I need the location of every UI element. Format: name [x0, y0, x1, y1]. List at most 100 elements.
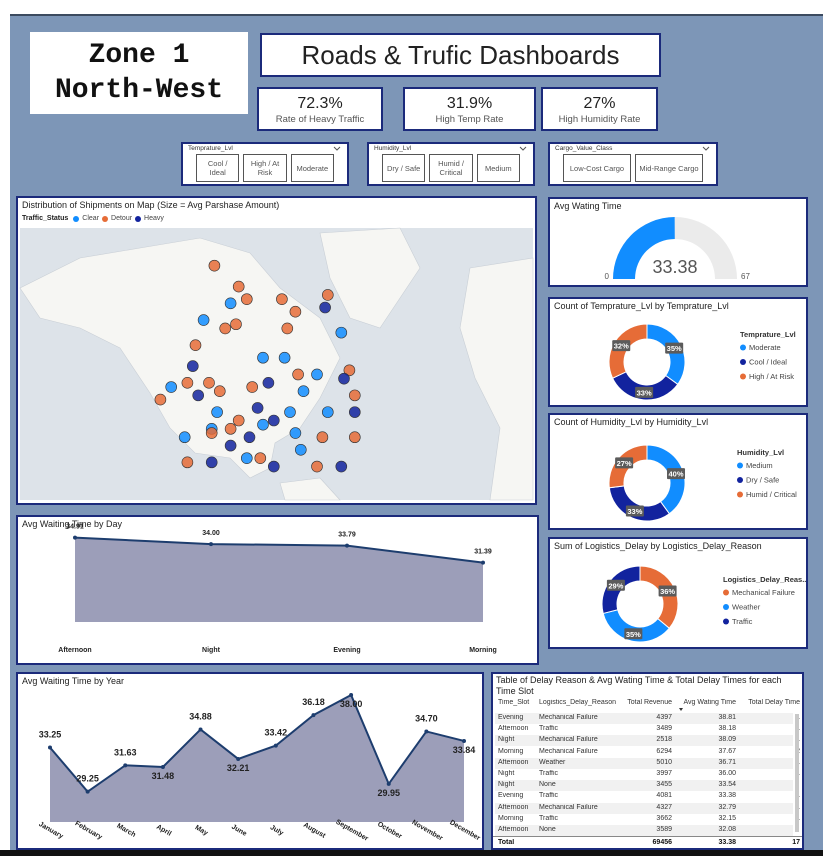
table-cell: 33.38 [718, 792, 736, 800]
legend-dot [740, 359, 746, 365]
map-point [319, 301, 331, 314]
zone-line: North-West [54, 75, 224, 106]
legend-title: Humidity_Lvl [737, 448, 784, 457]
dashboard-title: Roads & Trufic Dashboards [301, 39, 620, 70]
table-cell: 3662 [656, 814, 672, 822]
table-cell: None [539, 826, 556, 833]
slicer-option[interactable]: Low-Cost Cargo [563, 154, 631, 182]
slicer-option[interactable]: Humid / Critical [429, 154, 473, 182]
legend-dot [102, 215, 109, 222]
chart-title: Sum of Logistics_Delay by Logistics_Dela… [554, 541, 762, 551]
slicer-options: Dry / Safe Humid / Critical Medium [382, 154, 520, 182]
point [209, 542, 213, 547]
data-label-box [665, 342, 684, 354]
map-land [459, 257, 534, 501]
x-tick-label: Evening [333, 647, 360, 654]
table-cell: 1 [741, 792, 800, 799]
slicer-option[interactable]: High / At Risk [243, 154, 287, 182]
table-cell: Evening [498, 714, 524, 721]
map-land [19, 237, 341, 479]
slicer-option[interactable]: Moderate [290, 154, 334, 182]
data-label: 31.39 [474, 549, 492, 556]
table-cell: Mechanical Failure [539, 736, 598, 744]
point [236, 756, 241, 761]
legend-label: High / At Risk [749, 372, 794, 381]
table-cell: 4081 [656, 792, 672, 800]
map-point [230, 318, 242, 331]
table-cell: 3997 [656, 770, 672, 777]
legend-dot [740, 344, 746, 351]
chart-panel: 40% 33% 27% Humidity_Lvl Medium Dry / Safe Hum… [548, 413, 808, 530]
point [311, 713, 316, 718]
map-point [257, 351, 269, 364]
point [386, 781, 391, 786]
table-cell: 3589 [656, 826, 672, 833]
map-point [348, 389, 361, 402]
chevron [702, 146, 710, 151]
chart-panel: 35% 33% 32% Temprature_Lvl Moderate Cool / Id… [548, 297, 808, 407]
table-cell: Mechanical Failure [539, 747, 598, 755]
gauge-value-arc [613, 217, 675, 279]
map-point [289, 427, 302, 439]
map-point [343, 364, 356, 377]
slicer-option[interactable]: Dry / Safe [382, 154, 426, 182]
slicer-option[interactable]: Mid-Range Cargo [635, 154, 703, 182]
map-point [311, 368, 323, 381]
map-point [211, 406, 223, 418]
map-point [241, 452, 253, 464]
table-cell: 38.18 [718, 725, 736, 733]
data-label: 31.48 [152, 771, 175, 781]
point [160, 765, 165, 770]
table-cell: 36.00 [718, 770, 736, 777]
kpi-value: 27% [583, 94, 616, 112]
slicer-chevron [519, 146, 527, 151]
map-point [338, 372, 350, 385]
chart-panel: 33.25 January 29.25 February 31.63 March 31.48… [16, 672, 484, 850]
legend-title: Logistics_Delay_Reas... [723, 575, 806, 584]
map-point [205, 456, 218, 469]
table-cell: Traffic [539, 792, 559, 800]
x-tick-label: Morning [469, 647, 497, 654]
chart-panel: 36% 35% 29% Logistics_Delay_Reas... Mechanic… [548, 537, 808, 649]
slicer-options: Low-Cost Cargo Mid-Range Cargo [563, 154, 703, 182]
data-label-box [624, 628, 643, 640]
gauge-min: 0 [605, 272, 610, 281]
chart: 40% 33% 27% Humidity_Lvl Medium Dry / Safe Hum… [608, 444, 797, 522]
data-label: 34.88 [189, 711, 212, 721]
chart-title: Distribution of Shipments on Map (Size =… [22, 200, 280, 210]
table-cell: 3489 [656, 725, 672, 733]
legend-dot [73, 215, 80, 222]
map-land [279, 477, 341, 501]
legend-label: Mechanical Failure [732, 588, 795, 597]
map-point [268, 460, 280, 473]
slicer-option[interactable]: Cool / Ideal [196, 154, 240, 182]
slicer-option[interactable]: Medium [476, 154, 520, 182]
row-band [495, 825, 793, 836]
area-fill [75, 537, 483, 622]
chart-title: Count of Temprature_Lvl by Temprature_Lv… [554, 301, 729, 311]
table-title: Table of Delay Reason & Avg Wating Time … [496, 675, 782, 696]
map-point [311, 460, 323, 473]
data-label-box [612, 340, 631, 352]
data-label: 33.42 [265, 728, 288, 738]
map-point [224, 423, 237, 435]
map-point [262, 377, 275, 389]
legend-title: Temprature_Lvl [740, 330, 796, 339]
data-label: 29.25 [76, 774, 99, 784]
x-tick-label: February [74, 820, 104, 841]
slicer: Cargo_Value_Class Low-Cost Cargo Mid-Range… [548, 142, 718, 186]
chevron [519, 146, 527, 151]
slicer-title: Temprature_Lvl [188, 145, 233, 152]
row-band [495, 802, 793, 814]
table-panel: Table of Delay Reason & Avg Wating Time … [491, 672, 804, 850]
data-label: 32.21 [227, 763, 250, 773]
kpi-value: 31.9% [446, 94, 493, 112]
slicer-options: Cool / Ideal High / At Risk Moderate [196, 154, 334, 182]
x-tick-label: August [302, 822, 327, 840]
map-point [208, 259, 221, 272]
map-point [187, 360, 199, 372]
x-tick-label: November [411, 819, 444, 842]
map-point [321, 289, 334, 301]
table-cell: 4327 [656, 803, 672, 811]
zone-box: Zone 1 North-West [30, 32, 248, 114]
